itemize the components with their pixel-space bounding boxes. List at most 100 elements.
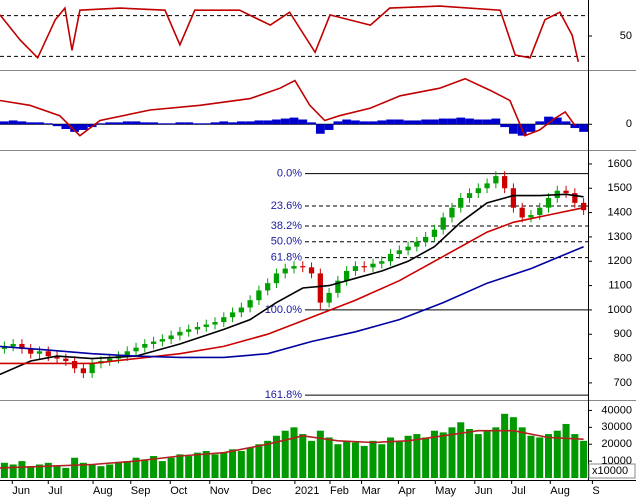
volume-bar [308, 440, 316, 478]
volume-bar [193, 452, 201, 478]
volume-bar [369, 440, 377, 478]
candle-body [405, 246, 411, 251]
y-tick-label: 1200 [608, 255, 632, 267]
histogram-bar [228, 122, 237, 125]
volume-bar [97, 466, 105, 478]
histogram-bar [368, 121, 378, 125]
histogram-bar [465, 118, 474, 125]
volume-bar [167, 457, 175, 478]
y-tick-label: 50 [620, 30, 632, 42]
candle-body [229, 312, 236, 318]
candle-body [194, 326, 201, 330]
volume-bar [518, 427, 526, 478]
candle-body [300, 266, 306, 268]
histogram-bar [166, 123, 176, 125]
volume-bar [395, 440, 403, 478]
histogram-bar [351, 120, 360, 125]
y-tick-label: 900 [614, 328, 632, 340]
candle-body [28, 348, 34, 354]
x-tick-label: Aug [550, 485, 570, 497]
candle-body [168, 335, 174, 340]
histogram-bar [509, 124, 518, 134]
volume-bar [501, 413, 509, 478]
volume-bar [53, 466, 61, 478]
histogram-bar [131, 121, 141, 125]
volume-bar [387, 437, 395, 478]
volume-bar [474, 434, 482, 478]
y-tick-label: 1600 [608, 158, 632, 170]
histogram-bar [157, 123, 167, 125]
histogram-bar [570, 124, 580, 129]
candle-body [63, 358, 69, 362]
candle-body [379, 261, 385, 264]
volume-bar [62, 467, 70, 478]
volume-bar [299, 434, 307, 478]
series-line [0, 206, 584, 365]
histogram-bar [184, 122, 194, 125]
candle-body [572, 193, 578, 203]
histogram-bar [482, 119, 492, 125]
candle-body [466, 193, 473, 198]
histogram-bar [430, 119, 439, 125]
candle-body [133, 347, 139, 352]
histogram-bar [114, 122, 123, 125]
y-tick-label: 10000 [601, 455, 632, 467]
x-tick-label: May [435, 485, 456, 497]
histogram-bar [105, 122, 115, 125]
histogram-bar [210, 122, 220, 125]
candle-body [423, 236, 429, 242]
x-tick-label: Mar [362, 485, 381, 497]
histogram-bar [175, 122, 185, 125]
histogram-bar [535, 121, 545, 125]
candle-body [440, 217, 446, 230]
x-tick-label: Jun [475, 485, 493, 497]
y-tick-label: 0 [626, 118, 632, 130]
candle-body [212, 322, 218, 325]
candle-body [1, 346, 8, 349]
x-tick-label: Nov [210, 485, 230, 497]
volume-bar [351, 442, 359, 478]
histogram-bar [236, 121, 246, 125]
candle-body [361, 266, 367, 268]
histogram-bar [0, 121, 9, 125]
series-line [0, 5, 580, 62]
fib-label: 61.8% [271, 252, 302, 264]
candle-body [396, 250, 402, 254]
volume-bar [527, 435, 535, 478]
candle-body [150, 341, 157, 344]
x-tick-label: Sep [131, 485, 151, 497]
volume-bar [88, 464, 96, 478]
volume-bar [229, 449, 237, 478]
histogram-bar [263, 120, 273, 125]
candle-body [475, 188, 481, 194]
volume-bar [430, 430, 438, 478]
fib-label: 38.2% [271, 220, 302, 232]
histogram-bar [324, 124, 334, 130]
volume-bar [413, 434, 421, 478]
histogram-bar [17, 121, 27, 125]
histogram-bar [544, 116, 553, 125]
fib-label: 50.0% [271, 236, 302, 248]
histogram-bar [403, 120, 413, 125]
candle-body [493, 176, 499, 184]
unit-label: x10000 [592, 465, 628, 477]
histogram-bar [315, 124, 325, 134]
y-tick-label: 1400 [608, 206, 632, 218]
histogram-bar [193, 123, 202, 125]
volume-bar [466, 429, 474, 478]
volume-bar [378, 444, 386, 478]
volume-bar [211, 454, 219, 478]
volume-bar [422, 437, 430, 478]
candle-body [221, 317, 227, 323]
volume-bar [9, 464, 17, 478]
histogram-bar [43, 123, 53, 125]
histogram-bar [280, 118, 290, 125]
volume-bar [71, 457, 79, 478]
volume-bar [27, 466, 35, 478]
volume-bar [202, 450, 210, 478]
candle-body [537, 207, 543, 216]
volume-bar [281, 430, 289, 478]
histogram-bar [245, 121, 255, 125]
volume-bar [580, 440, 588, 478]
